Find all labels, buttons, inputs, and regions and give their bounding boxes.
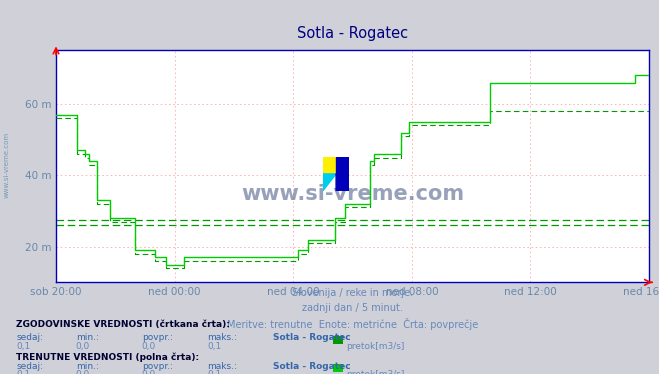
Text: Sotla - Rogatec: Sotla - Rogatec bbox=[273, 362, 351, 371]
Polygon shape bbox=[336, 174, 349, 191]
Text: 0,0: 0,0 bbox=[142, 342, 156, 351]
Polygon shape bbox=[336, 174, 349, 191]
Text: maks.:: maks.: bbox=[208, 362, 237, 371]
Polygon shape bbox=[336, 157, 349, 174]
Polygon shape bbox=[323, 157, 336, 174]
Text: TRENUTNE VREDNOSTI (polna črta):: TRENUTNE VREDNOSTI (polna črta): bbox=[16, 352, 200, 362]
Text: 0,0: 0,0 bbox=[76, 370, 90, 374]
Text: min.:: min.: bbox=[76, 362, 99, 371]
Text: www.si-vreme.com: www.si-vreme.com bbox=[241, 184, 464, 204]
Text: 0,1: 0,1 bbox=[16, 342, 31, 351]
Text: Slovenija / reke in morje.: Slovenija / reke in morje. bbox=[292, 288, 413, 298]
Text: ZGODOVINSKE VREDNOSTI (črtkana črta):: ZGODOVINSKE VREDNOSTI (črtkana črta): bbox=[16, 320, 231, 329]
Text: povpr.:: povpr.: bbox=[142, 362, 173, 371]
Text: 0,1: 0,1 bbox=[208, 342, 222, 351]
Polygon shape bbox=[323, 174, 336, 191]
Text: Sotla - Rogatec: Sotla - Rogatec bbox=[297, 26, 408, 41]
Text: 0,0: 0,0 bbox=[142, 370, 156, 374]
Text: www.si-vreme.com: www.si-vreme.com bbox=[3, 132, 10, 197]
Text: 0,1: 0,1 bbox=[208, 370, 222, 374]
Text: povpr.:: povpr.: bbox=[142, 333, 173, 342]
Text: 0,0: 0,0 bbox=[76, 342, 90, 351]
Text: sedaj:: sedaj: bbox=[16, 333, 43, 342]
Text: pretok[m3/s]: pretok[m3/s] bbox=[346, 370, 405, 374]
Text: 0,1: 0,1 bbox=[16, 370, 31, 374]
Text: maks.:: maks.: bbox=[208, 333, 237, 342]
Text: Sotla - Rogatec: Sotla - Rogatec bbox=[273, 333, 351, 342]
Text: min.:: min.: bbox=[76, 333, 99, 342]
Text: sedaj:: sedaj: bbox=[16, 362, 43, 371]
Text: pretok[m3/s]: pretok[m3/s] bbox=[346, 342, 405, 351]
Text: Meritve: trenutne  Enote: metrične  Črta: povprečje: Meritve: trenutne Enote: metrične Črta: … bbox=[227, 318, 478, 330]
Text: zadnji dan / 5 minut.: zadnji dan / 5 minut. bbox=[302, 303, 403, 313]
